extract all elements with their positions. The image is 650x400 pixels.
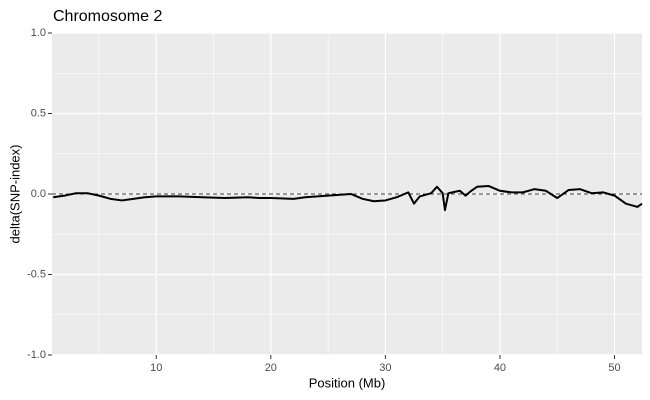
y-tick-label: 1.0: [31, 27, 46, 39]
chart-title: Chromosome 2: [53, 8, 162, 25]
y-tick-label: -0.5: [27, 268, 46, 280]
x-axis-label: Position (Mb): [309, 375, 386, 390]
x-tick-label: 20: [265, 362, 277, 374]
x-tick-label: 40: [494, 362, 506, 374]
y-axis-label: delta(SNP-index): [7, 145, 22, 244]
y-tick-label: 0.5: [31, 107, 46, 119]
data-line: [53, 184, 643, 212]
x-tick-label: 50: [608, 362, 620, 374]
x-tick-label: 10: [150, 362, 162, 374]
y-tick-label: -1.0: [27, 349, 46, 361]
x-tick-label: 30: [379, 362, 391, 374]
y-tick-label: 0.0: [31, 188, 46, 200]
